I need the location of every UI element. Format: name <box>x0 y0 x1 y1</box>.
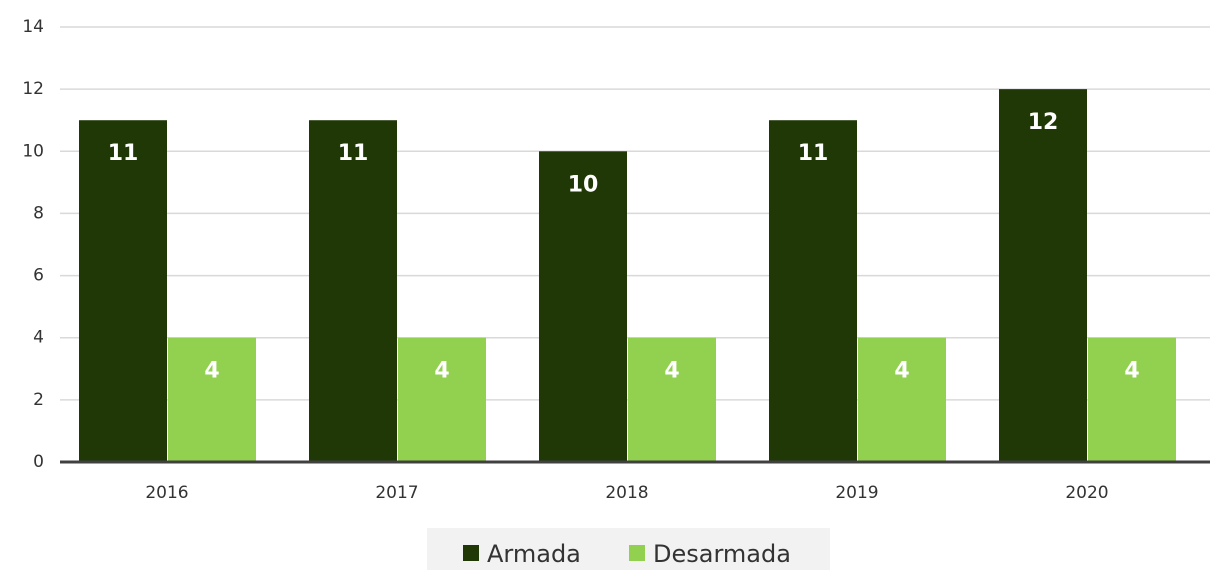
legend-label: Desarmada <box>653 540 791 568</box>
bar <box>628 337 716 462</box>
legend-marker <box>463 545 479 561</box>
bar <box>999 89 1087 463</box>
x-tick-label: 2020 <box>1065 483 1108 503</box>
bar <box>858 337 946 462</box>
y-tick-label: 4 <box>33 328 44 348</box>
data-label: 4 <box>894 359 909 384</box>
x-tick-label: 2017 <box>375 483 418 503</box>
legend-label: Armada <box>487 540 581 568</box>
y-tick-label: 10 <box>22 141 44 161</box>
y-tick-label: 2 <box>33 390 44 410</box>
data-label: 10 <box>568 172 599 197</box>
bar <box>1088 337 1176 462</box>
y-tick-label: 6 <box>33 266 44 286</box>
y-tick-label: 8 <box>33 203 44 223</box>
data-label: 4 <box>204 359 219 384</box>
x-tick-label: 2018 <box>605 483 648 503</box>
y-tick-label: 0 <box>33 452 44 472</box>
data-label: 11 <box>108 141 139 166</box>
data-label: 4 <box>1124 359 1139 384</box>
bar <box>539 151 627 463</box>
data-label: 4 <box>664 359 679 384</box>
y-tick-label: 12 <box>22 79 44 99</box>
legend-marker <box>629 545 645 561</box>
x-tick-label: 2016 <box>145 483 188 503</box>
data-label: 4 <box>434 359 449 384</box>
y-tick-label: 14 <box>22 17 44 37</box>
bar <box>398 337 486 462</box>
bar <box>79 120 167 462</box>
data-label: 11 <box>798 141 829 166</box>
legend-box <box>427 528 830 570</box>
x-tick-label: 2019 <box>835 483 878 503</box>
data-label: 11 <box>338 141 369 166</box>
data-label: 12 <box>1028 110 1059 135</box>
bar <box>168 337 256 462</box>
bar <box>769 120 857 462</box>
bar <box>309 120 397 462</box>
